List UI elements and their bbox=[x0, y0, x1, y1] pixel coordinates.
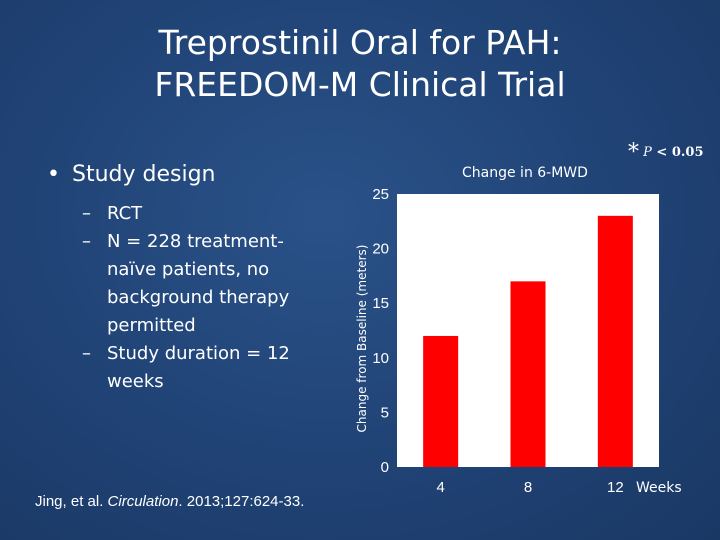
title-line-2: FREEDOM-M Clinical Trial bbox=[154, 65, 566, 104]
citation-rest: . 2013;127:624-33. bbox=[178, 493, 305, 510]
citation-journal: Circulation bbox=[107, 493, 179, 510]
bullet-study-design: • Study design bbox=[47, 162, 215, 187]
sub-bullet: – Study duration = 12 weeks bbox=[82, 340, 322, 396]
bar bbox=[510, 281, 546, 467]
significance-marker: * bbox=[535, 262, 542, 282]
y-tick-label: 20 bbox=[372, 241, 389, 258]
y-tick-label: 0 bbox=[381, 459, 389, 476]
title-line-1: Treprostinil Oral for PAH: bbox=[158, 23, 562, 62]
dash-marker: – bbox=[82, 203, 91, 224]
x-tick-label: 8 bbox=[524, 479, 532, 496]
y-tick-label: 25 bbox=[372, 186, 389, 203]
dash-marker: – bbox=[82, 231, 91, 252]
bullet-text: Study design bbox=[71, 162, 216, 187]
sub-bullet-text: RCT bbox=[107, 203, 143, 224]
sub-bullet-text: Study duration = 12 weeks bbox=[107, 343, 290, 392]
sub-bullet-text: N = 228 treatment-naïve patients, no bac… bbox=[107, 231, 290, 336]
data-label: 17 bbox=[520, 261, 537, 278]
citation-author: Jing, et al. bbox=[35, 493, 108, 510]
x-tick-label: 12 bbox=[607, 479, 624, 496]
significance-p: P bbox=[643, 145, 652, 160]
significance-note: * P < 0.05 bbox=[628, 140, 704, 165]
y-tick-label: 5 bbox=[381, 404, 389, 421]
bar bbox=[423, 335, 459, 467]
y-tick-label: 10 bbox=[372, 350, 389, 367]
x-axis-ticks: 4 8 12 bbox=[436, 479, 623, 496]
significance-star: * bbox=[628, 140, 639, 165]
x-tick-label: 4 bbox=[436, 479, 444, 496]
sub-bullet-list: – RCT – N = 228 treatment-naïve patients… bbox=[82, 200, 322, 396]
slide-title: Treprostinil Oral for PAH: FREEDOM-M Cli… bbox=[0, 22, 720, 106]
sub-bullet: – RCT bbox=[82, 200, 322, 228]
data-label: 23 bbox=[607, 196, 624, 213]
sub-bullet: – N = 228 treatment-naïve patients, no b… bbox=[82, 228, 322, 340]
x-axis-label: Weeks bbox=[636, 480, 682, 496]
chart-title: Change in 6-MWD bbox=[462, 165, 588, 181]
data-label: 12 bbox=[432, 316, 449, 333]
significance-marker: * bbox=[623, 197, 630, 217]
bullet-dot: • bbox=[47, 162, 60, 187]
y-axis-ticks: 0 5 10 15 20 25 bbox=[372, 186, 389, 476]
dash-marker: – bbox=[82, 343, 91, 364]
bar bbox=[597, 215, 633, 467]
citation: Jing, et al. Circulation. 2013;127:624-3… bbox=[35, 493, 304, 510]
significance-threshold: < 0.05 bbox=[651, 145, 704, 160]
y-axis-label: Change from Baseline (meters) bbox=[355, 245, 369, 433]
y-tick-label: 15 bbox=[372, 295, 389, 312]
